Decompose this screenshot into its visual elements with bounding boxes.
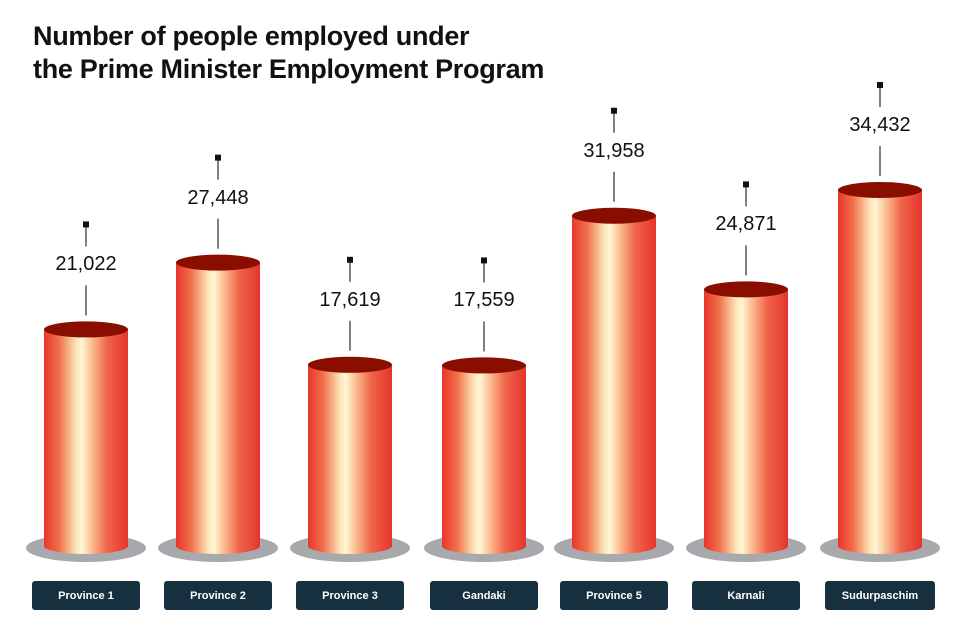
cylinder-bar (572, 215, 656, 554)
value-label: 21,022 (55, 253, 117, 276)
chart-title: Number of people employed under the Prim… (33, 20, 544, 86)
category-label: Karnali (692, 581, 800, 610)
category-label: Province 1 (32, 581, 140, 610)
leader-marker (83, 221, 89, 228)
cylinder-bar (44, 329, 128, 554)
cylinder-bar (704, 289, 788, 554)
cylinder-top (572, 207, 656, 224)
value-label: 17,559 (453, 289, 515, 312)
value-label: 34,432 (849, 114, 911, 136)
cylinder-top (176, 254, 260, 271)
category-label: Province 5 (560, 581, 668, 610)
leader-marker (215, 154, 221, 161)
cylinder-bar (308, 364, 392, 554)
value-label: 24,871 (715, 213, 777, 236)
leader-marker (347, 256, 353, 263)
cylinder-top (838, 182, 922, 198)
value-label: 27,448 (187, 186, 249, 209)
value-label: 31,958 (583, 139, 645, 162)
cylinder-top (44, 321, 128, 338)
leader-marker (743, 181, 749, 188)
category-label: Province 3 (296, 581, 404, 610)
cylinder-top (308, 356, 392, 373)
leader-marker (877, 82, 883, 88)
cylinder-bar (176, 262, 260, 554)
chart-title-line-1: Number of people employed under (33, 21, 470, 51)
leader-marker (481, 257, 487, 264)
leader-marker (611, 107, 617, 114)
chart-title-line-2: the Prime Minister Employment Program (33, 54, 545, 84)
cylinder-top (704, 281, 788, 298)
category-label: Gandaki (430, 581, 538, 610)
category-label: Sudurpaschim (825, 581, 935, 610)
cylinder-top (442, 357, 526, 374)
category-label: Province 2 (164, 581, 272, 610)
cylinder-bar (442, 365, 526, 554)
cylinder-bar (838, 190, 922, 554)
value-label: 17,619 (319, 288, 381, 311)
